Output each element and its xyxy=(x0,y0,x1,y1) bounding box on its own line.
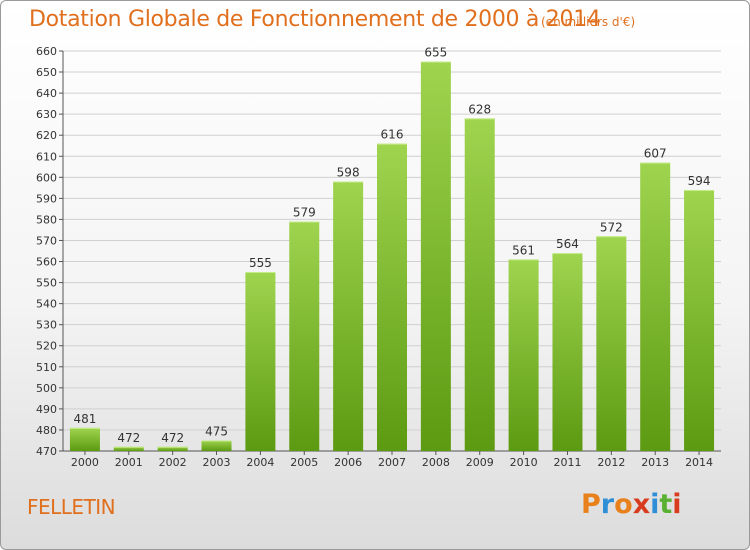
bar xyxy=(684,189,715,451)
bar xyxy=(113,446,144,451)
y-tick-label: 510 xyxy=(36,361,57,374)
bar xyxy=(552,253,583,451)
y-tick-label: 480 xyxy=(36,424,57,437)
data-label: 475 xyxy=(205,424,228,438)
data-label: 572 xyxy=(600,220,623,234)
x-tick-label: 2012 xyxy=(597,456,625,469)
logo-letter: t xyxy=(659,489,673,520)
logo-letter: i xyxy=(672,489,682,520)
bar xyxy=(201,440,232,451)
x-tick-label: 2011 xyxy=(553,456,581,469)
y-tick-label: 470 xyxy=(36,445,57,458)
y-tick-label: 550 xyxy=(36,277,57,290)
data-label: 594 xyxy=(688,174,711,188)
y-tick-label: 530 xyxy=(36,319,57,332)
y-tick-label: 560 xyxy=(36,256,57,269)
data-label: 607 xyxy=(644,147,667,161)
x-tick-label: 2008 xyxy=(422,456,450,469)
logo-letter: o xyxy=(614,489,633,520)
data-label: 616 xyxy=(381,128,404,142)
x-tick-label: 2006 xyxy=(334,456,362,469)
y-tick-label: 580 xyxy=(36,213,57,226)
bar xyxy=(420,61,451,452)
x-tick-label: 2001 xyxy=(115,456,143,469)
town-name: FELLETIN xyxy=(27,495,116,519)
x-tick-label: 2009 xyxy=(466,456,494,469)
y-tick-label: 520 xyxy=(36,340,57,353)
x-tick-label: 2004 xyxy=(246,456,274,469)
bar xyxy=(157,446,188,451)
bar xyxy=(377,143,407,451)
x-tick-label: 2003 xyxy=(203,456,231,469)
bar xyxy=(289,221,320,451)
data-label: 579 xyxy=(293,206,316,220)
bar xyxy=(640,162,671,451)
y-tick-label: 600 xyxy=(36,171,57,184)
data-label: 564 xyxy=(556,237,579,251)
bar xyxy=(508,259,539,451)
logo-letter: r xyxy=(600,489,615,520)
data-label: 628 xyxy=(468,102,491,116)
x-tick-label: 2000 xyxy=(71,456,99,469)
y-tick-label: 570 xyxy=(36,234,57,247)
x-tick-label: 2005 xyxy=(290,456,318,469)
y-tick-label: 540 xyxy=(36,298,57,311)
chart-unit: (en milliers d'€) xyxy=(541,15,636,29)
x-tick-label: 2013 xyxy=(641,456,669,469)
x-tick-label: 2007 xyxy=(378,456,406,469)
bar xyxy=(464,118,495,452)
data-label: 481 xyxy=(73,412,96,426)
y-tick-label: 660 xyxy=(36,45,57,58)
bar xyxy=(596,236,627,451)
proxiti-logo: Proxiti xyxy=(581,489,682,520)
data-label: 598 xyxy=(337,166,360,180)
y-tick-label: 610 xyxy=(36,150,57,163)
bar xyxy=(69,427,100,451)
y-tick-label: 640 xyxy=(36,87,57,100)
data-label: 655 xyxy=(424,46,447,60)
logo-letter: x xyxy=(632,489,651,520)
y-tick-label: 590 xyxy=(36,192,57,205)
bar xyxy=(333,181,364,452)
data-label: 472 xyxy=(161,431,184,445)
logo-letter: P xyxy=(581,489,601,520)
x-tick-label: 2014 xyxy=(685,456,713,469)
data-label: 561 xyxy=(512,243,535,257)
y-tick-label: 500 xyxy=(36,382,57,395)
y-tick-label: 650 xyxy=(36,66,57,79)
y-tick-label: 630 xyxy=(36,108,57,121)
x-tick-label: 2010 xyxy=(510,456,538,469)
logo-letter: i xyxy=(650,489,660,520)
data-label: 555 xyxy=(249,256,272,270)
y-tick-label: 620 xyxy=(36,129,57,142)
data-label: 472 xyxy=(117,431,140,445)
x-tick-label: 2002 xyxy=(159,456,187,469)
chart-title: Dotation Globale de Fonctionnement de 20… xyxy=(29,7,601,32)
bar xyxy=(245,272,276,451)
y-tick-label: 490 xyxy=(36,403,57,416)
